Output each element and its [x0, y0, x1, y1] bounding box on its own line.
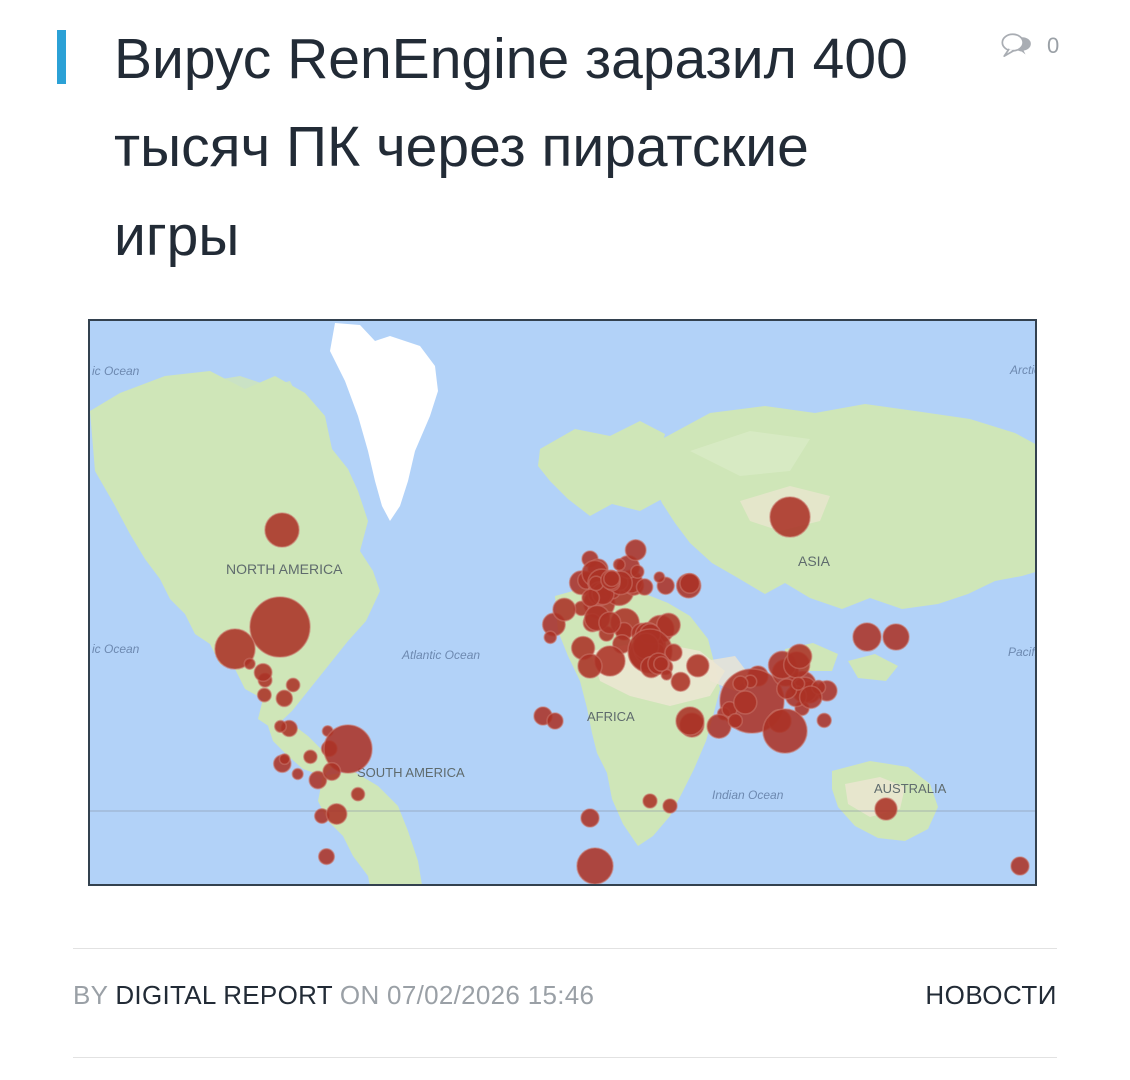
svg-text:ASIA: ASIA	[798, 553, 831, 569]
svg-text:NORTH AMERICA: NORTH AMERICA	[226, 561, 343, 577]
svg-text:ic Ocean: ic Ocean	[92, 364, 140, 378]
svg-text:AUSTRALIA: AUSTRALIA	[874, 781, 947, 796]
svg-text:AFRICA: AFRICA	[587, 709, 635, 724]
svg-text:SOUTH AMERICA: SOUTH AMERICA	[357, 765, 465, 780]
svg-text:Indian Ocean: Indian Ocean	[712, 788, 784, 802]
svg-text:ic Ocean: ic Ocean	[92, 642, 140, 656]
svg-text:Atlantic Ocean: Atlantic Ocean	[401, 648, 480, 662]
svg-text:Arctic: Arctic	[1009, 363, 1037, 377]
svg-text:Pacific: Pacific	[1008, 645, 1037, 659]
